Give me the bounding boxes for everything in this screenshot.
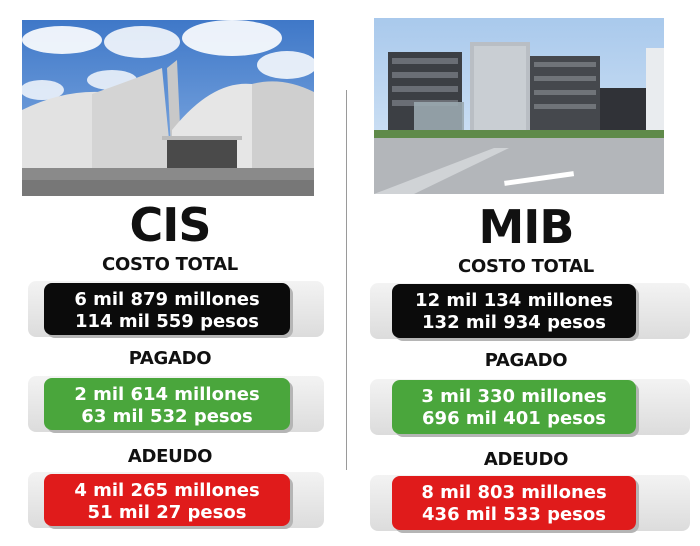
mib-title: MIB [478,200,575,254]
cis-title: CIS [129,198,211,252]
costo-total-box: 6 mil 879 millones 114 mil 559 pesos [44,283,290,335]
column-divider [346,90,347,470]
costo-total-pesos: 114 mil 559 pesos [75,311,259,332]
pagado-label: PAGADO [128,348,212,369]
pagado-pesos: 63 mil 532 pesos [81,406,253,427]
costo-total-label: COSTO TOTAL [102,254,238,275]
adeudo-box: 8 mil 803 millones 436 mil 533 pesos [392,476,636,530]
adeudo-millones: 4 mil 265 millones [74,480,260,501]
costo-total-millones: 6 mil 879 millones [74,289,260,310]
mib-column: MIB COSTO TOTAL 12 mil 134 millones 132 … [352,0,700,546]
mib-building-photo [374,18,664,194]
adeudo-millones: 8 mil 803 millones [421,482,607,503]
pagado-box: 2 mil 614 millones 63 mil 532 pesos [44,378,290,430]
adeudo-pesos: 436 mil 533 pesos [422,504,606,525]
adeudo-label: ADEUDO [483,449,569,470]
cis-building-photo [22,20,314,196]
pagado-millones: 3 mil 330 millones [421,386,607,407]
pagado-pesos: 696 mil 401 pesos [422,408,606,429]
cis-column: CIS COSTO TOTAL 6 mil 879 millones 114 m… [0,0,340,546]
costo-total-label: COSTO TOTAL [458,256,594,277]
costo-total-box: 12 mil 134 millones 132 mil 934 pesos [392,284,636,338]
pagado-box: 3 mil 330 millones 696 mil 401 pesos [392,380,636,434]
pagado-label: PAGADO [484,350,568,371]
costo-total-millones: 12 mil 134 millones [415,290,613,311]
pagado-millones: 2 mil 614 millones [74,384,260,405]
adeudo-pesos: 51 mil 27 pesos [87,502,247,523]
adeudo-label: ADEUDO [127,446,213,467]
costo-total-pesos: 132 mil 934 pesos [422,312,606,333]
adeudo-box: 4 mil 265 millones 51 mil 27 pesos [44,474,290,526]
